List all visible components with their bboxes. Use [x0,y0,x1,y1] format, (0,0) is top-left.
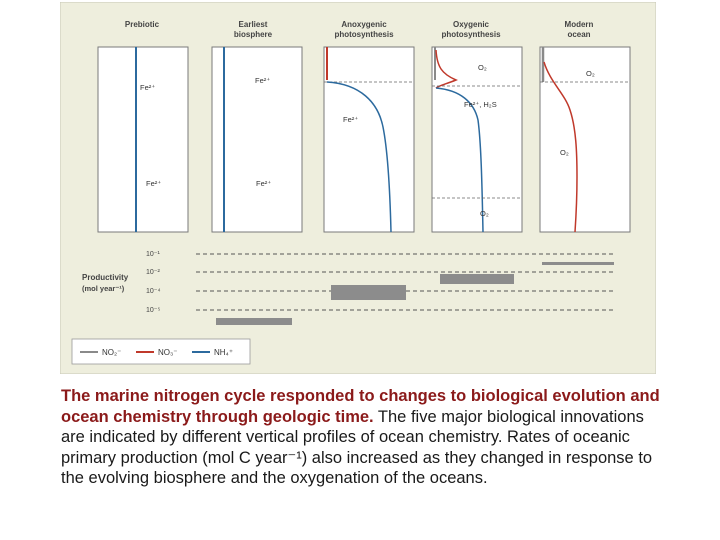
panel-title-anoxygenic-1: Anoxygenic [341,20,387,29]
label-fe2: Fe²⁺ [255,76,270,85]
productivity-bar-anoxygenic [331,285,406,300]
label-o2: O₂ [478,63,487,72]
productivity-bar-modern [542,262,614,265]
tick-label: 10⁻⁵ [146,307,160,314]
productivity-scale: Productivity (mol year⁻¹) 10⁻¹ 10⁻² 10⁻⁴… [82,251,614,325]
panel-modern-ocean: O₂ O₂ [539,46,631,233]
nitrate-profile [543,61,578,233]
panel-title-modern-2: ocean [567,30,590,39]
panel-prebiotic: Fe²⁺ Fe²⁺ [97,46,189,233]
panel-oxygenic-photosynthesis: O₂ Fe²⁺, H₂S O₂ [431,46,523,233]
panel-earliest-biosphere: Fe²⁺ Fe²⁺ [211,46,303,233]
label-fe2: Fe²⁺ [256,179,271,188]
panel-title-oxygenic-2: photosynthesis [441,30,501,39]
productivity-label: Productivity [82,273,129,282]
label-o2: O₂ [560,148,569,157]
productivity-unit: (mol year⁻¹) [82,284,125,293]
label-o2: O₂ [586,69,595,78]
label-fe2-h2s: Fe²⁺, H₂S [464,100,497,109]
label-o2: O₂ [480,209,489,218]
caption-body: The five major biological innovations ar… [61,407,653,488]
panel-title-prebiotic: Prebiotic [125,20,160,29]
label-fe2: Fe²⁺ [343,115,358,124]
legend-label-nitrate: NO₃⁻ [158,348,177,357]
nitrogen-cycle-figure: Prebiotic Earliest biosphere Anoxygenic … [60,2,656,374]
productivity-bar-oxygenic [440,274,514,284]
legend-label-ammonium: NH₄⁺ [214,348,233,357]
tick-label: 10⁻¹ [146,251,160,258]
panel-title-earliest-1: Earliest [239,20,268,29]
panel-title-earliest-2: biosphere [234,30,273,39]
label-fe2: Fe²⁺ [140,83,155,92]
legend-label-nitrite: NO₂⁻ [102,348,121,357]
panel-anoxygenic-photosynthesis: Fe²⁺ [323,46,415,233]
panel-title-oxygenic-1: Oxygenic [453,20,490,29]
tick-label: 10⁻² [146,269,160,276]
label-fe2: Fe²⁺ [146,179,161,188]
ammonium-profile [326,81,392,233]
ammonium-profile [435,87,484,233]
tick-label: 10⁻⁴ [146,288,161,295]
caption-bold: The marine nitrogen cycle responded to c… [61,387,660,426]
panel-title-modern-1: Modern [565,20,594,29]
panel-title-anoxygenic-2: photosynthesis [334,30,394,39]
legend: NO₂⁻ NO₃⁻ NH₄⁺ [71,338,251,365]
productivity-bar-earliest [216,318,292,325]
figure-caption: The marine nitrogen cycle responded to c… [61,386,661,489]
